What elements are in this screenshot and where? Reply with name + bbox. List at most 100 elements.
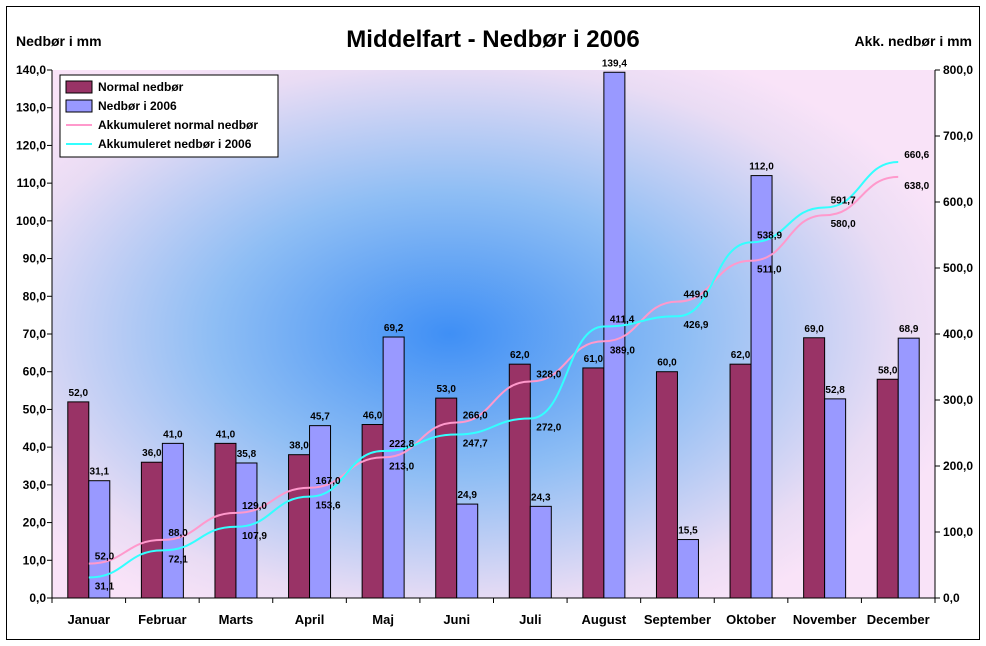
y-tick-label-right: 800,0: [943, 63, 973, 77]
bar-value-label: 139,4: [602, 58, 627, 69]
x-tick-label-oktober: Oktober: [726, 612, 776, 627]
y-tick-label-left: 80,0: [23, 289, 47, 303]
bar-normal-august: [582, 367, 605, 599]
y-tick-label-left: 30,0: [23, 478, 47, 492]
y-tick-label-left: 60,0: [23, 365, 47, 379]
bar-2006-september: [676, 539, 699, 599]
y-tick-label-right: 300,0: [943, 393, 973, 407]
legend-label: Akkumuleret nedbør i 2006: [98, 137, 252, 151]
chart-title: Middelfart - Nedbør i 2006: [346, 26, 640, 53]
bar-value-label: 112,0: [749, 162, 774, 173]
bar-normal-november: [803, 337, 826, 599]
x-tick-label-januar: Januar: [67, 612, 110, 627]
line-value-label: 222,8: [389, 439, 414, 450]
line-value-label: 107,9: [242, 531, 267, 542]
y-tick-label-left: 50,0: [23, 402, 47, 416]
y-tick-label-left: 100,0: [16, 214, 46, 228]
bar-2006-januar: [88, 480, 111, 599]
y-tick-label-left: 70,0: [23, 327, 47, 341]
bar-value-label: 36,0: [142, 448, 162, 459]
bar-normal-oktober: [729, 363, 752, 599]
bar-value-label: 24,9: [457, 490, 477, 501]
line-value-label: 88,0: [168, 528, 188, 539]
bar-value-label: 68,9: [899, 324, 919, 335]
line-value-label: 167,0: [316, 476, 341, 487]
bar-value-label: 62,0: [510, 350, 530, 361]
y-tick-label-left: 10,0: [23, 553, 47, 567]
bar-value-label: 35,8: [237, 449, 257, 460]
line-value-label: 591,7: [831, 195, 856, 206]
y-tick-label-right: 0,0: [943, 591, 960, 605]
line-akk-2006: [88, 161, 899, 579]
line-value-label: 153,6: [316, 501, 341, 512]
line-value-label: 247,7: [463, 439, 488, 450]
bar-normal-marts: [214, 442, 237, 599]
bar-value-label: 52,0: [69, 388, 89, 399]
legend-swatch: [65, 99, 93, 113]
line-value-label: 129,0: [242, 501, 267, 512]
bar-value-label: 46,0: [363, 411, 383, 422]
bar-value-label: 60,0: [657, 358, 677, 369]
bar-normal-april: [288, 454, 311, 599]
line-value-label: 31,1: [95, 581, 115, 592]
y-tick-label-right: 500,0: [943, 261, 973, 275]
bar-value-label: 61,0: [584, 354, 604, 365]
line-value-label: 660,6: [904, 150, 929, 161]
y-tick-label-left: 20,0: [23, 516, 47, 530]
y-tick-label-right: 600,0: [943, 195, 973, 209]
line-value-label: 266,0: [463, 410, 488, 421]
line-value-label: 213,0: [389, 461, 414, 472]
x-tick-label-august: August: [581, 612, 626, 627]
line-value-label: 328,0: [536, 370, 561, 381]
y-tick-label-left: 110,0: [17, 176, 47, 190]
bar-normal-december: [876, 378, 899, 599]
x-tick-label-juni: Juni: [443, 612, 470, 627]
line-value-label: 272,0: [536, 422, 561, 433]
y-tick-label-right: 700,0: [943, 129, 973, 143]
y-tick-label-left: 120,0: [16, 138, 46, 152]
bar-2006-august: [603, 71, 626, 599]
bar-normal-september: [655, 371, 678, 599]
bar-value-label: 41,0: [163, 429, 183, 440]
line-value-label: 411,4: [610, 314, 635, 325]
x-tick-label-juli: Juli: [519, 612, 541, 627]
x-tick-label-november: November: [793, 612, 857, 627]
line-value-label: 449,0: [683, 290, 708, 301]
bar-value-label: 52,8: [825, 385, 845, 396]
bar-2006-juni: [456, 503, 479, 599]
legend-label: Nedbør i 2006: [98, 99, 177, 113]
line-value-label: 426,9: [683, 320, 708, 331]
bar-value-label: 69,2: [384, 323, 404, 334]
bar-2006-februar: [161, 442, 184, 599]
bar-value-label: 15,5: [678, 526, 698, 537]
y-tick-label-left: 90,0: [23, 252, 47, 266]
y-tick-label-right: 200,0: [943, 459, 973, 473]
legend-label: Normal nedbør: [98, 80, 184, 94]
line-value-label: 52,0: [95, 552, 115, 563]
line-value-label: 389,0: [610, 345, 635, 356]
bar-2006-juli: [529, 505, 552, 599]
y-tick-label-left: 40,0: [23, 440, 47, 454]
y-tick-label-left: 140,0: [16, 63, 46, 77]
bar-value-label: 69,0: [804, 324, 824, 335]
bar-normal-juni: [435, 397, 458, 599]
line-value-label: 538,9: [757, 230, 782, 241]
line-value-label: 511,0: [757, 265, 782, 276]
y-axis-left-label: Nedbør i mm: [16, 33, 102, 49]
line-value-label: 72,1: [168, 554, 188, 565]
line-akk-normal: [88, 175, 899, 565]
bar-normal-januar: [67, 401, 90, 599]
y-tick-label-right: 400,0: [943, 327, 973, 341]
bar-value-label: 62,0: [731, 350, 751, 361]
x-tick-label-september: September: [644, 612, 711, 627]
bar-2006-december: [897, 337, 920, 599]
y-tick-label-right: 100,0: [943, 525, 973, 539]
x-tick-label-maj: Maj: [372, 612, 394, 627]
legend-box: [59, 74, 279, 158]
bar-2006-april: [309, 425, 332, 599]
y-tick-label-left: 0,0: [29, 591, 46, 605]
x-tick-label-april: April: [295, 612, 325, 627]
bar-value-label: 24,3: [531, 492, 551, 503]
bar-value-label: 58,0: [878, 365, 898, 376]
